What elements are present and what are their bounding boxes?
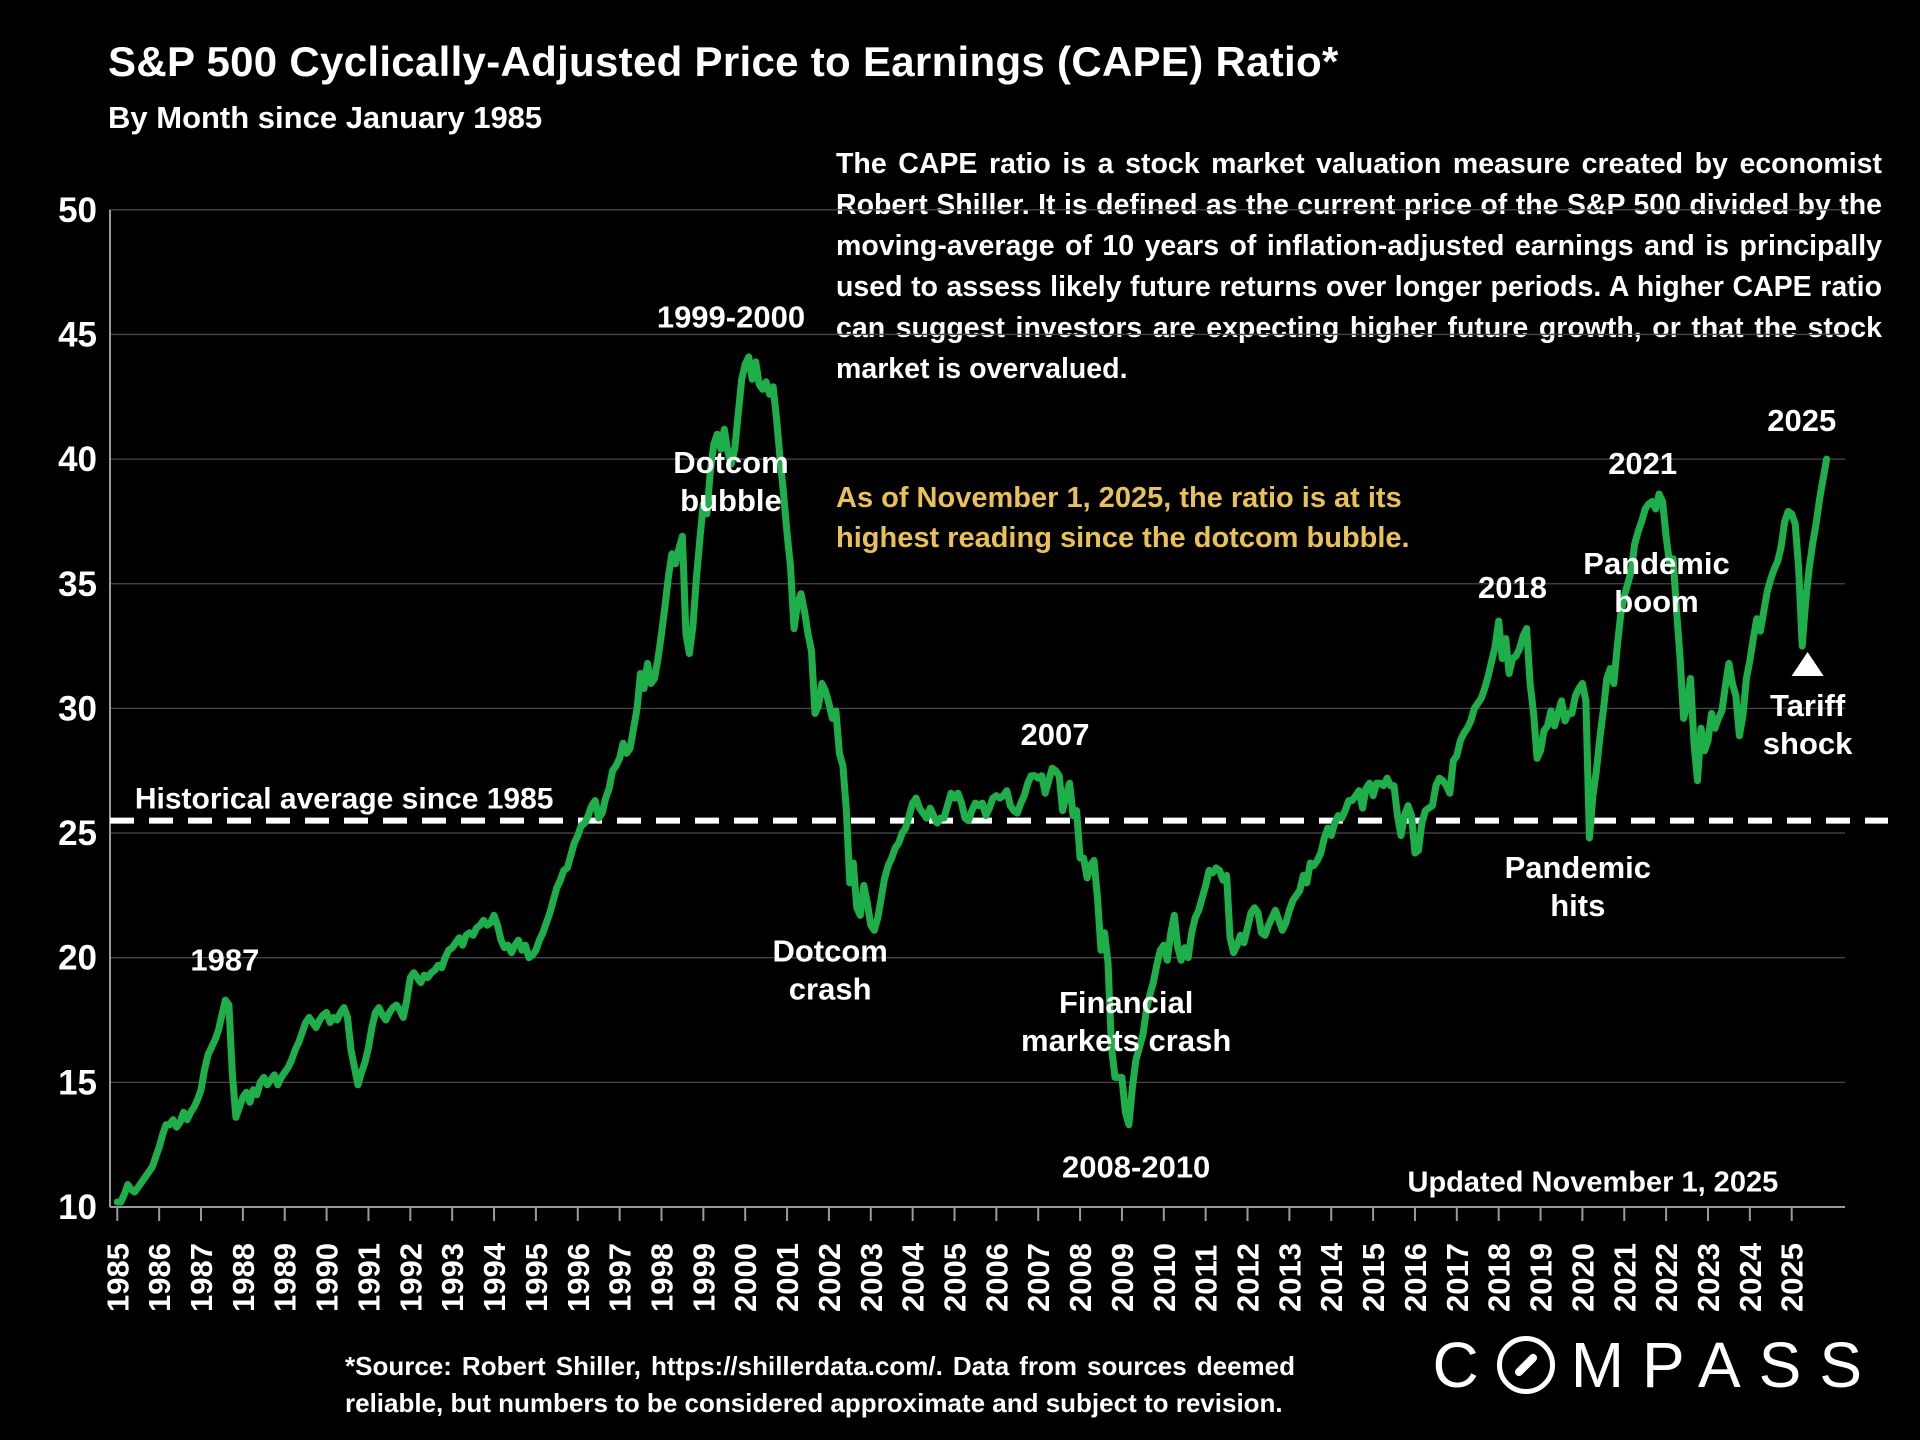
x-tick-label-2004: 2004 <box>896 1242 931 1312</box>
compass-logo: C MPASS <box>1432 1328 1880 1402</box>
source-note: *Source: Robert Shiller, https://shiller… <box>345 1351 1295 1418</box>
cape-description-paragraph: The CAPE ratio is a stock market valuati… <box>836 148 1882 385</box>
chart-annotation-14: Updated November 1, 2025 <box>1408 1166 1779 1198</box>
x-tick-label-2003: 2003 <box>854 1243 889 1312</box>
x-tick-label-2007: 2007 <box>1021 1243 1056 1312</box>
highlight-note-line1: As of November 1, 2025, the ratio is at … <box>836 482 1402 514</box>
page-subtitle: By Month since January 1985 <box>108 100 543 135</box>
x-tick-label-2018: 2018 <box>1482 1243 1517 1312</box>
x-tick-label-1987: 1987 <box>184 1243 219 1312</box>
x-tick-label-2000: 2000 <box>728 1243 763 1312</box>
chart-annotation-7: 2018 <box>1478 570 1547 605</box>
chart-annotation-4: 2007 <box>1020 717 1089 752</box>
x-tick-label-1989: 1989 <box>268 1243 303 1312</box>
x-tick-label-1988: 1988 <box>226 1243 261 1312</box>
y-tick-label-35: 35 <box>58 565 97 604</box>
cape-ratio-series <box>113 353 1831 1206</box>
chart-annotation-1: 1999-2000 <box>657 300 805 335</box>
chart-annotation-10: Pandemic boom <box>1583 546 1729 619</box>
chart-annotation-11: 2025 <box>1767 403 1836 438</box>
chart-annotation-6: 2008-2010 <box>1062 1150 1210 1185</box>
x-axis-labels: 1985 1986 1987 1988 1989 1990 1991 1992 1993 1994… <box>100 1207 1810 1312</box>
x-tick-label-1985: 1985 <box>100 1243 135 1312</box>
y-tick-label-25: 25 <box>58 814 97 853</box>
compass-logo-letters-mpass: MPASS <box>1570 1329 1880 1401</box>
y-tick-label-10: 10 <box>58 1188 97 1227</box>
x-tick-label-1992: 1992 <box>393 1243 428 1312</box>
gridlines <box>110 209 1845 1083</box>
tariff-shock-pointer-triangle-icon <box>1791 652 1824 677</box>
chart-annotations: 1987 1999-2000 Dotcom bubble Dotcom crash 2007… <box>135 300 1853 1198</box>
y-axis-labels: 10 15 20 25 30 35 40 45 50 <box>58 191 97 1227</box>
y-tick-label-15: 15 <box>58 1063 97 1102</box>
x-tick-label-2023: 2023 <box>1691 1243 1726 1312</box>
y-tick-label-20: 20 <box>58 939 97 978</box>
x-tick-label-1991: 1991 <box>351 1243 386 1312</box>
x-tick-label-2017: 2017 <box>1440 1243 1475 1312</box>
compass-logo-o-icon <box>1496 1336 1555 1394</box>
x-tick-label-2006: 2006 <box>979 1243 1014 1312</box>
x-tick-label-2008: 2008 <box>1063 1243 1098 1312</box>
x-tick-label-2022: 2022 <box>1649 1243 1684 1312</box>
x-tick-label-1986: 1986 <box>142 1243 177 1312</box>
x-tick-label-2013: 2013 <box>1272 1243 1307 1312</box>
x-tick-label-1995: 1995 <box>519 1243 554 1312</box>
chart-annotation-2: Dotcom bubble <box>673 445 788 518</box>
y-tick-label-30: 30 <box>58 689 97 728</box>
chart-annotation-9: 2021 <box>1608 446 1677 481</box>
x-tick-label-1994: 1994 <box>477 1242 512 1312</box>
chart-annotation-8: Pandemic hits <box>1505 850 1651 923</box>
chart-annotation-3: Dotcom crash <box>772 934 887 1007</box>
x-tick-label-2009: 2009 <box>1105 1243 1140 1312</box>
highlight-note: As of November 1, 2025, the ratio is at … <box>836 478 1496 558</box>
x-tick-label-1999: 1999 <box>686 1243 721 1312</box>
x-tick-label-1998: 1998 <box>644 1243 679 1312</box>
x-tick-label-2010: 2010 <box>1147 1243 1182 1312</box>
compass-logo-letter-c: C <box>1432 1329 1497 1401</box>
y-tick-label-45: 45 <box>58 315 97 354</box>
x-tick-label-2012: 2012 <box>1231 1243 1266 1312</box>
x-tick-label-2005: 2005 <box>938 1243 973 1312</box>
chart-annotation-13: Historical average since 1985 <box>135 783 554 816</box>
x-tick-label-2021: 2021 <box>1607 1243 1642 1312</box>
x-tick-label-2020: 2020 <box>1565 1243 1600 1312</box>
x-tick-label-2015: 2015 <box>1356 1243 1391 1312</box>
x-tick-label-2025: 2025 <box>1775 1243 1810 1312</box>
x-tick-label-2024: 2024 <box>1733 1242 1768 1312</box>
x-tick-label-2001: 2001 <box>770 1243 805 1312</box>
x-tick-label-2014: 2014 <box>1314 1242 1349 1312</box>
x-tick-label-1993: 1993 <box>435 1243 470 1312</box>
chart-annotation-12: Tariff shock <box>1763 688 1853 761</box>
chart-annotation-0: 1987 <box>190 943 259 978</box>
y-tick-label-40: 40 <box>58 440 97 479</box>
x-tick-label-1990: 1990 <box>310 1243 345 1312</box>
x-tick-label-2011: 2011 <box>1189 1245 1224 1312</box>
x-tick-label-2002: 2002 <box>812 1243 847 1312</box>
page-title: S&P 500 Cyclically-Adjusted Price to Ear… <box>108 38 1339 85</box>
chart-annotation-5: Financial markets crash <box>1021 985 1231 1058</box>
x-tick-label-1996: 1996 <box>561 1243 596 1312</box>
highlight-note-line2: highest reading since the dotcom bubble. <box>836 522 1410 554</box>
x-tick-label-1997: 1997 <box>603 1243 638 1312</box>
x-tick-label-2019: 2019 <box>1524 1243 1559 1312</box>
x-tick-label-2016: 2016 <box>1398 1243 1433 1312</box>
y-tick-label-50: 50 <box>58 191 97 230</box>
